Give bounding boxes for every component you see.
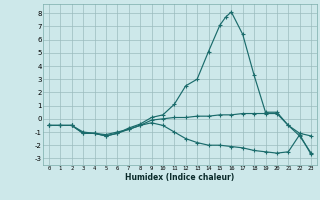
X-axis label: Humidex (Indice chaleur): Humidex (Indice chaleur) — [125, 173, 235, 182]
